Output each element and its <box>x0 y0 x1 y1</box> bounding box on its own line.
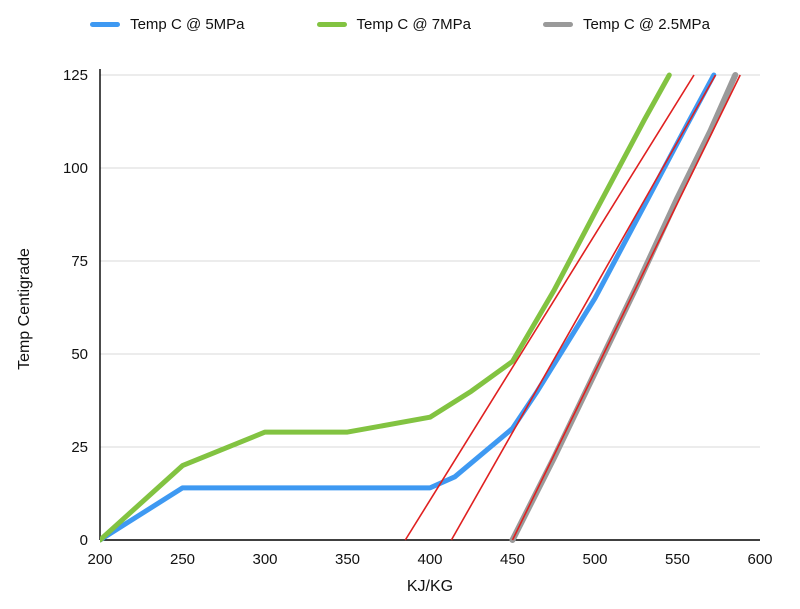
legend-swatch-2.5mpa <box>542 22 573 27</box>
legend-label-7mpa: Temp C @ 7MPa <box>356 16 471 33</box>
x-tick-label-550: 550 <box>665 551 690 568</box>
legend-item-7mpa[interactable]: Temp C @ 7MPa <box>316 16 471 33</box>
trendline-5mpa <box>450 74 717 541</box>
series-line-1[interactable] <box>100 72 672 543</box>
trendline-2.5mpa <box>511 74 741 541</box>
x-tick-label-400: 400 <box>417 551 442 568</box>
legend-item-5mpa[interactable]: Temp C @ 5MPa <box>90 16 245 33</box>
y-tick-label-75: 75 <box>71 253 88 270</box>
x-tick-label-200: 200 <box>87 551 112 568</box>
x-tick-label-500: 500 <box>582 551 607 568</box>
y-tick-label-125: 125 <box>63 67 88 84</box>
legend-swatch-7mpa <box>316 22 347 27</box>
x-tick-label-350: 350 <box>335 551 360 568</box>
y-tick-label-100: 100 <box>63 160 88 177</box>
x-tick-label-300: 300 <box>252 551 277 568</box>
temperature-enthalpy-chart: 200 250 300 350 400 450 500 550 600 0 25 50 75 100 125 <box>63 67 773 568</box>
x-tick-label-250: 250 <box>170 551 195 568</box>
x-axis-title: KJ/KG <box>406 578 454 595</box>
y-tick-label-0: 0 <box>80 532 88 549</box>
series-line-0[interactable] <box>100 72 717 543</box>
chart-legend: Temp C @ 5MPa Temp C @ 7MPa Temp C @ 2.5… <box>0 16 800 33</box>
legend-label-5mpa: Temp C @ 5MPa <box>130 16 245 33</box>
y-axis-title: Temp Centigrade <box>16 248 33 370</box>
legend-item-2.5mpa[interactable]: Temp C @ 2.5MPa <box>542 16 710 33</box>
y-tick-label-25: 25 <box>71 439 88 456</box>
y-tick-label-50: 50 <box>71 346 88 363</box>
x-tick-label-600: 600 <box>747 551 772 568</box>
legend-label-2.5mpa: Temp C @ 2.5MPa <box>582 16 710 33</box>
x-tick-label-450: 450 <box>500 551 525 568</box>
legend-swatch-5mpa <box>90 22 121 27</box>
trendline-7mpa <box>404 74 695 541</box>
